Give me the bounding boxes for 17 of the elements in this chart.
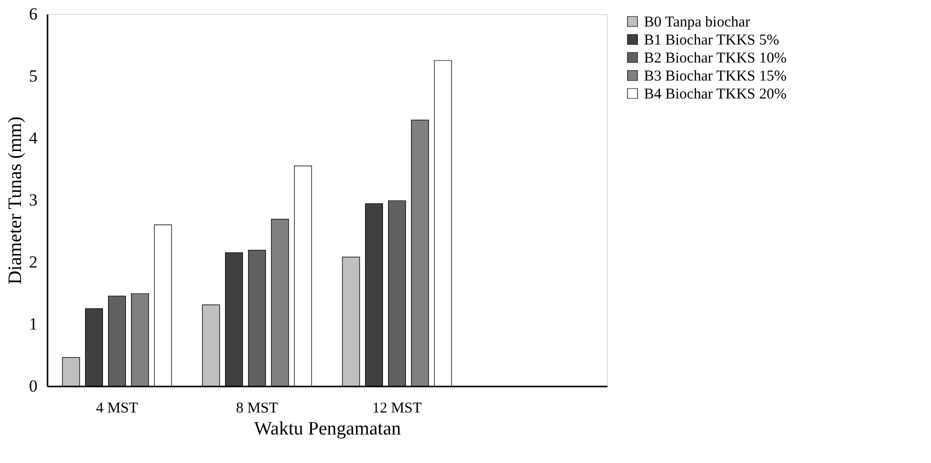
legend-label: B3 Biochar TKKS 15% <box>644 68 787 84</box>
x-tick-label: 12 MST <box>372 400 422 416</box>
y-axis-title: Diameter Tunas (mm) <box>5 116 26 284</box>
y-tick-label: 4 <box>29 128 38 148</box>
y-tick-label: 1 <box>29 314 38 334</box>
y-tick-label: 2 <box>29 252 38 272</box>
legend-label: B0 Tanpa biochar <box>644 14 750 30</box>
legend-label: B1 Biochar TKKS 5% <box>644 32 780 48</box>
x-tick-label: 4 MST <box>96 400 138 416</box>
y-tick-label: 6 <box>29 4 38 24</box>
x-axis-title: Waktu Pengamatan <box>254 418 402 440</box>
y-tick-label: 5 <box>29 66 38 86</box>
legend-label: B2 Biochar TKKS 10% <box>644 50 787 66</box>
y-tick-label: 0 <box>29 376 38 396</box>
legend-label: B4 Biochar TKKS 20% <box>644 86 787 102</box>
x-tick-label: 8 MST <box>236 400 278 416</box>
y-tick-label: 3 <box>29 190 38 210</box>
